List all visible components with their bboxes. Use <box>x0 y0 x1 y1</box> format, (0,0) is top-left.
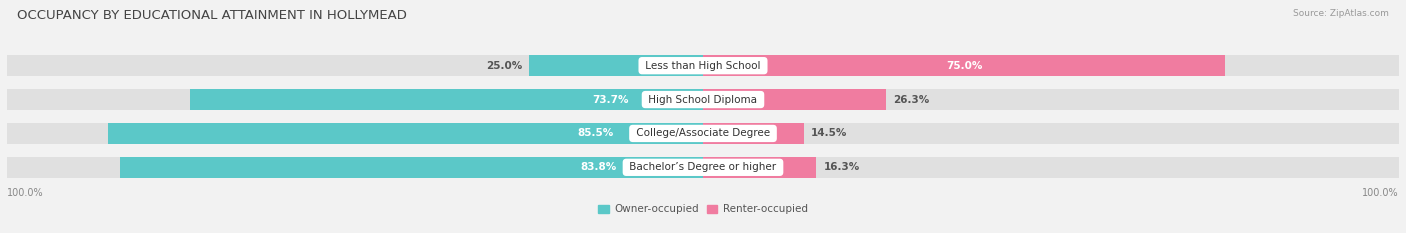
Text: Bachelor’s Degree or higher: Bachelor’s Degree or higher <box>626 162 780 172</box>
Bar <box>108 123 703 144</box>
Text: 16.3%: 16.3% <box>824 162 859 172</box>
Text: Less than High School: Less than High School <box>643 61 763 71</box>
Text: 26.3%: 26.3% <box>893 95 929 105</box>
Text: College/Associate Degree: College/Associate Degree <box>633 128 773 138</box>
Text: 100.0%: 100.0% <box>1362 188 1399 198</box>
Bar <box>529 55 703 76</box>
Text: 73.7%: 73.7% <box>592 95 628 105</box>
Bar <box>7 55 1399 76</box>
Text: 85.5%: 85.5% <box>578 128 614 138</box>
Text: 100.0%: 100.0% <box>7 188 44 198</box>
Bar <box>120 157 703 178</box>
Text: 25.0%: 25.0% <box>486 61 522 71</box>
Text: High School Diploma: High School Diploma <box>645 95 761 105</box>
Text: Source: ZipAtlas.com: Source: ZipAtlas.com <box>1294 9 1389 18</box>
Bar <box>703 123 804 144</box>
Text: OCCUPANCY BY EDUCATIONAL ATTAINMENT IN HOLLYMEAD: OCCUPANCY BY EDUCATIONAL ATTAINMENT IN H… <box>17 9 406 22</box>
Bar <box>190 89 703 110</box>
Text: 83.8%: 83.8% <box>579 162 616 172</box>
Legend: Owner-occupied, Renter-occupied: Owner-occupied, Renter-occupied <box>595 200 811 219</box>
Text: 14.5%: 14.5% <box>811 128 848 138</box>
Bar <box>7 123 1399 144</box>
Text: 75.0%: 75.0% <box>946 61 983 71</box>
Bar <box>703 55 1225 76</box>
Bar <box>703 89 886 110</box>
Bar <box>703 157 817 178</box>
Bar <box>7 157 1399 178</box>
Bar <box>7 89 1399 110</box>
